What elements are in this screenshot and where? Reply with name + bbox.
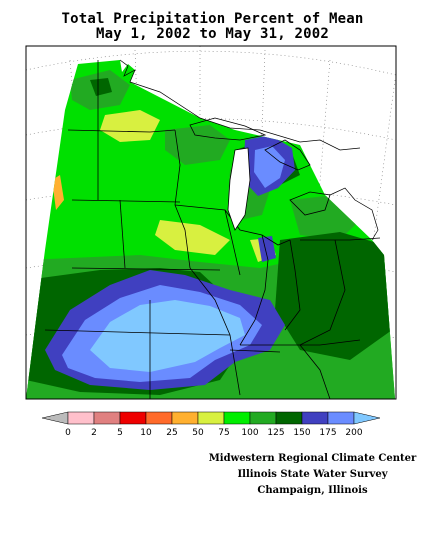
legend-label: 10 [140, 428, 152, 438]
legend-label: 125 [267, 428, 284, 438]
legend-label: 2 [91, 428, 97, 438]
shade-50-75 [100, 110, 160, 142]
legend-label: 150 [293, 428, 310, 438]
legend-label: 100 [241, 428, 258, 438]
map-border [25, 45, 397, 400]
credit-location: Champaign, Illinois [257, 485, 368, 496]
legend-swatch [275, 411, 303, 425]
legend-swatch [249, 411, 277, 425]
legend-swatch [327, 411, 355, 425]
great-lakes [189, 117, 331, 231]
legend-swatch [93, 411, 121, 425]
legend-arrow-low [41, 411, 69, 425]
shade-25-50 [52, 175, 64, 210]
legend-label: 25 [166, 428, 177, 438]
state-boundaries [44, 60, 381, 399]
legend-swatch [67, 411, 95, 425]
legend-swatch [145, 411, 173, 425]
legend-label: 0 [65, 428, 71, 438]
shade-175-200 [254, 146, 285, 188]
legend-swatch [171, 411, 199, 425]
map-date-range: May 1, 2002 to May 31, 2002 [96, 26, 329, 42]
shade-125-150 [90, 78, 112, 96]
legend-label: 175 [319, 428, 336, 438]
shade-over-200 [90, 300, 245, 372]
legend-label: 5 [117, 428, 123, 438]
map-title: Total Precipitation Percent of Mean [61, 11, 364, 27]
shade-150-175 [258, 236, 276, 262]
legend-arrow-high [353, 411, 381, 425]
credit-survey: Illinois State Water Survey [237, 469, 388, 480]
legend: 0 2 5 10 25 50 75 100 125 150 175 200 [41, 411, 381, 438]
legend-label: 200 [345, 428, 362, 438]
legend-swatch [223, 411, 251, 425]
legend-label: 75 [218, 428, 229, 438]
legend-swatch [197, 411, 225, 425]
legend-label: 50 [192, 428, 204, 438]
shade-125-150 [275, 232, 392, 360]
legend-swatch [301, 411, 329, 425]
shade-50-75 [155, 220, 230, 255]
shade-100-125 [165, 125, 230, 165]
canada-boundary [119, 59, 379, 241]
legend-swatch [119, 411, 147, 425]
credit-center: Midwestern Regional Climate Center [208, 453, 417, 464]
